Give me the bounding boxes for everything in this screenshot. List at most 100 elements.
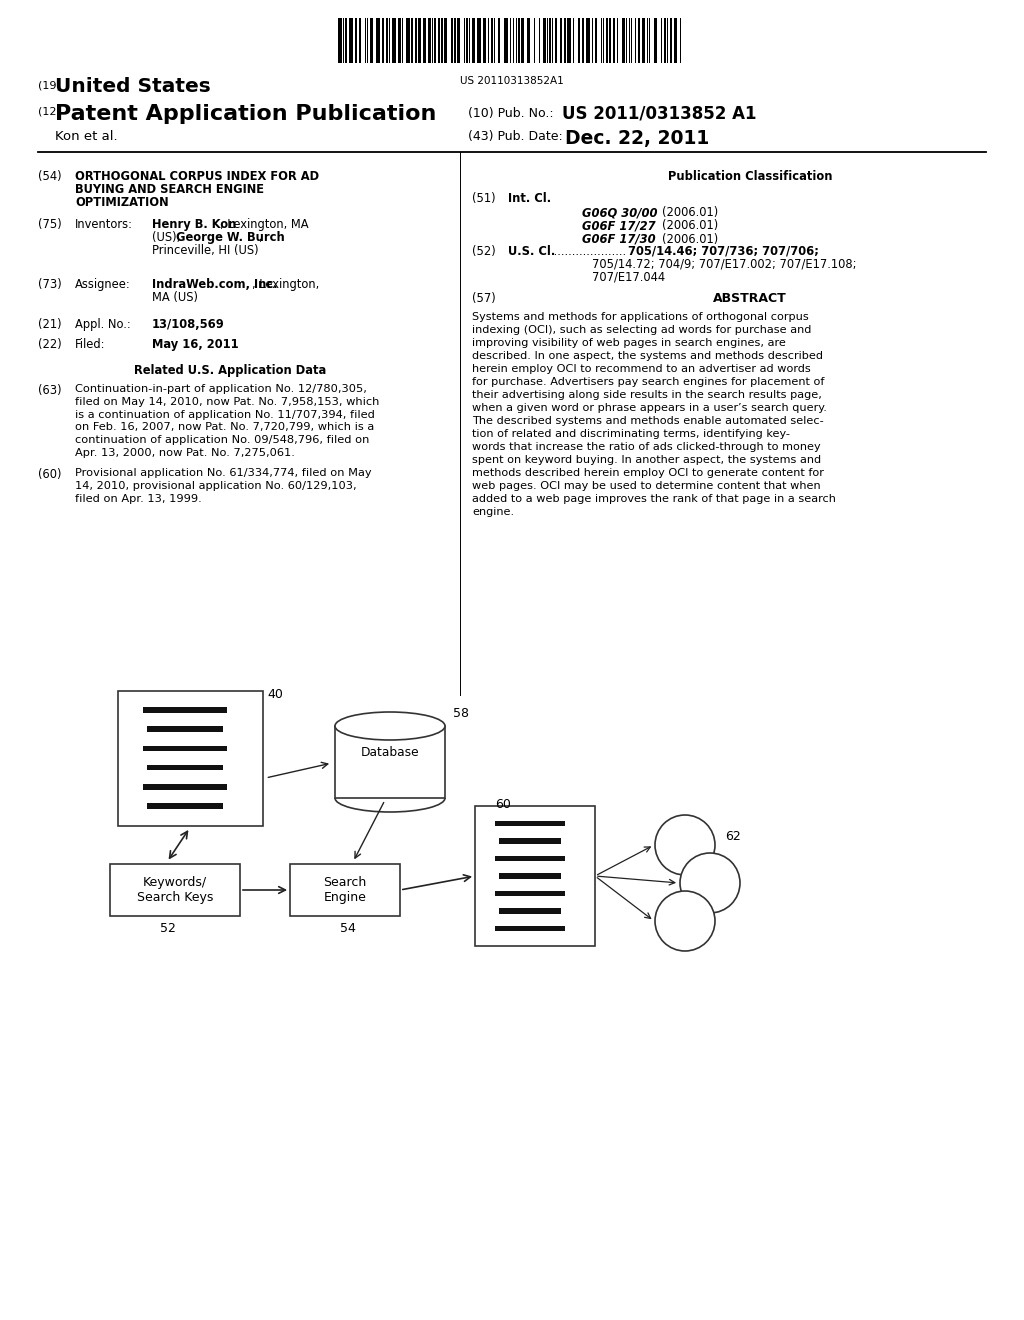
Bar: [642, 18, 645, 63]
Bar: [670, 18, 672, 63]
Bar: [549, 18, 551, 63]
Text: US 2011/0313852 A1: US 2011/0313852 A1: [562, 106, 757, 123]
Bar: [475, 807, 595, 946]
Text: described. In one aspect, the systems and methods described: described. In one aspect, the systems an…: [472, 351, 823, 360]
Text: Henry B. Kon: Henry B. Kon: [152, 218, 237, 231]
Text: , Lexington,: , Lexington,: [252, 279, 319, 290]
Bar: [664, 18, 666, 63]
Bar: [496, 925, 565, 931]
Text: is a continuation of application No. 11/707,394, filed: is a continuation of application No. 11/…: [75, 409, 375, 420]
Text: Search
Engine: Search Engine: [324, 876, 367, 904]
Text: 14, 2010, provisional application No. 60/129,103,: 14, 2010, provisional application No. 60…: [75, 480, 356, 491]
Bar: [560, 18, 562, 63]
Text: ORTHOGONAL CORPUS INDEX FOR AD: ORTHOGONAL CORPUS INDEX FOR AD: [75, 170, 319, 183]
Bar: [451, 18, 453, 63]
Bar: [406, 18, 410, 63]
Bar: [345, 18, 347, 63]
Bar: [606, 18, 608, 63]
Bar: [147, 726, 222, 731]
Bar: [477, 18, 481, 63]
Text: for purchase. Advertisers pay search engines for placement of: for purchase. Advertisers pay search eng…: [472, 378, 824, 387]
Bar: [638, 18, 640, 63]
Bar: [290, 865, 400, 916]
Text: 13/108,569: 13/108,569: [152, 318, 224, 331]
Bar: [370, 18, 373, 63]
Text: Inventors:: Inventors:: [75, 218, 133, 231]
Bar: [147, 804, 222, 809]
Text: 62: 62: [725, 830, 740, 843]
Text: Kon et al.: Kon et al.: [55, 129, 118, 143]
Text: , Lexington, MA: , Lexington, MA: [220, 218, 308, 231]
Text: improving visibility of web pages in search engines, are: improving visibility of web pages in sea…: [472, 338, 785, 348]
Circle shape: [655, 891, 715, 950]
Bar: [335, 726, 445, 799]
Text: methods described herein employ OCI to generate content for: methods described herein employ OCI to g…: [472, 469, 824, 478]
Text: Princeville, HI (US): Princeville, HI (US): [152, 244, 259, 256]
Text: George W. Burch: George W. Burch: [176, 231, 285, 244]
Text: Dec. 22, 2011: Dec. 22, 2011: [565, 129, 710, 148]
Bar: [418, 18, 421, 63]
Bar: [496, 821, 565, 826]
Bar: [499, 838, 561, 843]
Text: (60): (60): [38, 469, 61, 480]
Text: tion of related and discriminating terms, identifying key-: tion of related and discriminating terms…: [472, 429, 790, 440]
Text: Keywords/
Search Keys: Keywords/ Search Keys: [137, 876, 213, 904]
Text: (22): (22): [38, 338, 61, 351]
Bar: [457, 18, 460, 63]
Bar: [147, 764, 222, 771]
Text: when a given word or phrase appears in a user’s search query.: when a given word or phrase appears in a…: [472, 403, 826, 413]
Text: (2006.01): (2006.01): [662, 219, 718, 232]
Text: (73): (73): [38, 279, 61, 290]
Bar: [578, 18, 580, 63]
Text: May 16, 2011: May 16, 2011: [152, 338, 239, 351]
Bar: [143, 708, 227, 713]
Bar: [498, 18, 500, 63]
Text: filed on May 14, 2010, now Pat. No. 7,958,153, which: filed on May 14, 2010, now Pat. No. 7,95…: [75, 397, 379, 407]
Bar: [609, 18, 611, 63]
Text: (57): (57): [472, 292, 496, 305]
Bar: [472, 18, 475, 63]
Bar: [499, 908, 561, 913]
Text: (21): (21): [38, 318, 61, 331]
Text: Patent Application Publication: Patent Application Publication: [55, 104, 436, 124]
Circle shape: [680, 853, 740, 913]
Text: Appl. No.:: Appl. No.:: [75, 318, 131, 331]
Text: ,: ,: [258, 231, 261, 244]
Text: .....................: .....................: [551, 246, 627, 257]
Bar: [613, 18, 615, 63]
Text: 705/14.72; 704/9; 707/E17.002; 707/E17.108;: 705/14.72; 704/9; 707/E17.002; 707/E17.1…: [592, 257, 856, 271]
Bar: [490, 18, 493, 63]
Text: 705/14.46; 707/736; 707/706;: 705/14.46; 707/736; 707/706;: [628, 246, 819, 257]
Text: MA (US): MA (US): [152, 290, 198, 304]
Bar: [143, 784, 227, 789]
Text: G06F 17/30: G06F 17/30: [582, 234, 655, 246]
Text: 58: 58: [453, 708, 469, 719]
Bar: [438, 18, 440, 63]
Text: 707/E17.044: 707/E17.044: [592, 271, 666, 284]
Text: their advertising along side results in the search results page,: their advertising along side results in …: [472, 389, 822, 400]
Bar: [143, 746, 227, 751]
Bar: [543, 18, 546, 63]
Bar: [386, 18, 388, 63]
Bar: [118, 690, 262, 825]
Bar: [411, 18, 413, 63]
Text: spent on keyword buying. In another aspect, the systems and: spent on keyword buying. In another aspe…: [472, 455, 821, 465]
Text: (12): (12): [38, 107, 60, 117]
Text: G06F 17/27: G06F 17/27: [582, 219, 655, 232]
Text: Int. Cl.: Int. Cl.: [508, 191, 551, 205]
Text: 40: 40: [267, 688, 284, 701]
Bar: [454, 18, 456, 63]
Text: 52: 52: [160, 921, 176, 935]
Bar: [483, 18, 486, 63]
Text: (51): (51): [472, 191, 496, 205]
Text: added to a web page improves the rank of that page in a search: added to a web page improves the rank of…: [472, 494, 836, 504]
Text: (43) Pub. Date:: (43) Pub. Date:: [468, 129, 563, 143]
Bar: [444, 18, 447, 63]
Bar: [527, 18, 530, 63]
Text: Continuation-in-part of application No. 12/780,305,: Continuation-in-part of application No. …: [75, 384, 367, 393]
Bar: [434, 18, 436, 63]
Text: (2006.01): (2006.01): [662, 206, 718, 219]
Text: (19): (19): [38, 81, 60, 90]
Text: ABSTRACT: ABSTRACT: [713, 292, 786, 305]
Text: United States: United States: [55, 77, 211, 96]
